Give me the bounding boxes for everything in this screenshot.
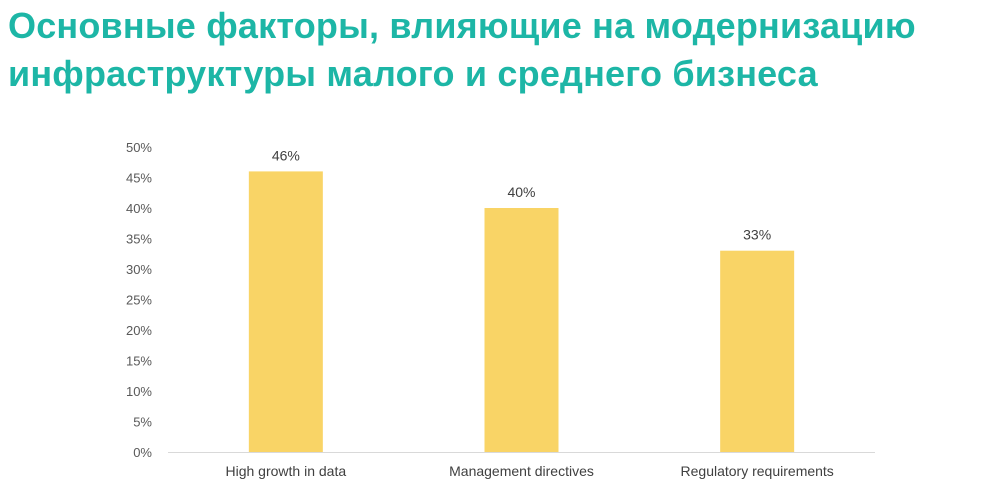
data-label: 46%: [272, 147, 300, 163]
y-tick-label: 10%: [126, 384, 152, 399]
y-tick-label: 20%: [126, 323, 152, 338]
page-title: Основные факторы, влияющие на модернизац…: [8, 2, 993, 98]
y-tick-label: 30%: [126, 262, 152, 277]
title-line-2: инфраструктуры малого и среднего бизнеса: [8, 53, 818, 94]
bar: [484, 208, 559, 452]
x-category-label: Regulatory requirements: [681, 463, 834, 479]
x-category-label: High growth in data: [226, 463, 347, 479]
x-category-label: Management directives: [449, 463, 594, 479]
bar: [248, 171, 323, 452]
y-tick-label: 45%: [126, 171, 152, 186]
y-tick-label: 5%: [133, 415, 152, 430]
y-tick-label: 35%: [126, 232, 152, 247]
y-tick-label: 0%: [133, 445, 152, 460]
bar: [720, 250, 795, 452]
data-label: 33%: [743, 227, 771, 243]
y-tick-label: 15%: [126, 354, 152, 369]
y-tick-label: 50%: [126, 140, 152, 155]
title-line-1: Основные факторы, влияющие на модернизац…: [8, 5, 916, 46]
y-tick-label: 25%: [126, 293, 152, 308]
data-label: 40%: [507, 184, 535, 200]
y-tick-label: 40%: [126, 201, 152, 216]
